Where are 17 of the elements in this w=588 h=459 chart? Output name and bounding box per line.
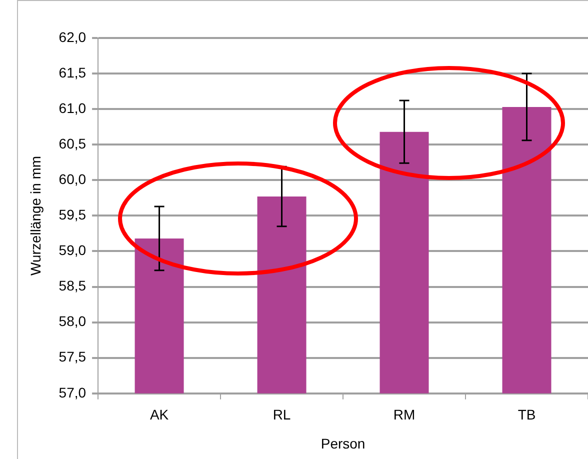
y-tick-label: 57,0 [58, 384, 86, 400]
y-tick-label: 59,0 [58, 242, 86, 258]
y-tick-label: 59,5 [58, 206, 86, 223]
x-tick-label: AK [150, 406, 170, 423]
y-tick-label: 61,5 [58, 64, 86, 80]
y-tick-label: 60,5 [58, 135, 86, 152]
y-tick-label: 60,0 [58, 171, 86, 188]
y-tick-label: 58,5 [58, 278, 86, 294]
x-tick-label: TB [518, 406, 536, 423]
x-tick-label: RM [393, 406, 416, 423]
y-axis-title: Wurzellänge in mm [27, 156, 44, 276]
y-tick-label: 57,5 [58, 348, 86, 365]
y-tick-label: 61,0 [58, 100, 86, 116]
y-tick-label: 58,0 [58, 313, 86, 330]
x-tick-label: RL [272, 406, 291, 423]
x-axis-title: Person [320, 435, 366, 452]
y-tick-label: 62,0 [58, 28, 86, 45]
